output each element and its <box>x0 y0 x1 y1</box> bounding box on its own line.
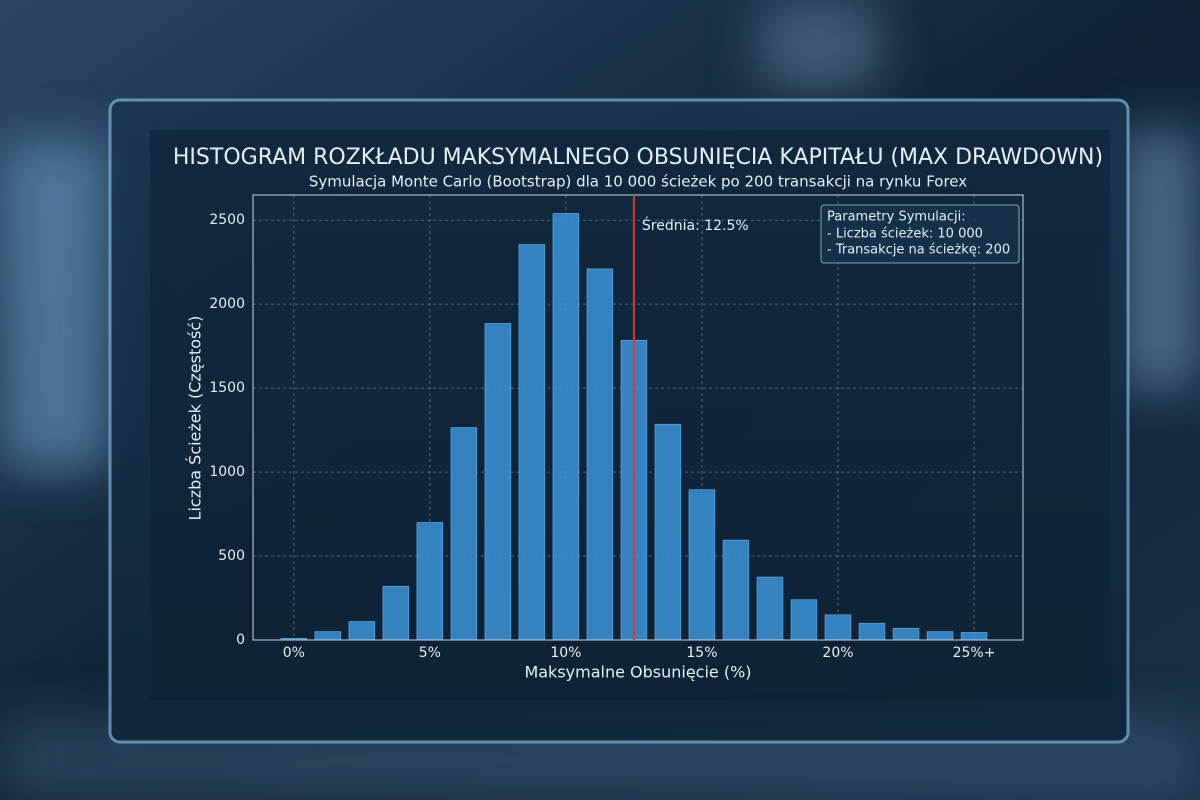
plot-frame <box>252 194 1024 641</box>
bar <box>348 621 376 641</box>
y-tick-label: 2000 <box>209 296 245 312</box>
bar <box>960 632 988 641</box>
bar <box>518 244 546 641</box>
text-box <box>820 204 1020 264</box>
text-box-line: - Liczba ścieżek: 10 000 <box>827 227 983 242</box>
y-tick-label: 0 <box>236 632 245 648</box>
bar <box>416 522 444 641</box>
x-tick-label: 10% <box>550 645 581 661</box>
x-tick-label: 25%+ <box>953 645 996 661</box>
x-tick-label: 5% <box>419 645 441 661</box>
y-tick-label: 2500 <box>209 212 245 228</box>
text-box-line: - Transakcje na ścieżkę: 200 <box>827 243 1010 258</box>
y-tick-label: 1500 <box>209 380 245 396</box>
bar <box>756 576 784 641</box>
y-axis-label: Liczba Ścieżek (Częstość) <box>186 316 205 521</box>
bar <box>314 631 342 641</box>
bar <box>484 323 512 641</box>
y-tick-label: 500 <box>218 548 245 564</box>
y-tick-label: 1000 <box>209 464 245 480</box>
bar <box>688 489 716 641</box>
chart-title: HISTOGRAM ROZKŁADU MAKSYMALNEGO OBSUNIĘC… <box>173 145 1103 170</box>
x-tick-label: 0% <box>283 645 305 661</box>
chart-subtitle: Symulacja Monte Carlo (Bootstrap) dla 10… <box>309 173 967 191</box>
bar <box>450 427 478 641</box>
text-box-title: Parametry Symulacji: <box>827 210 966 225</box>
bar <box>790 599 818 641</box>
bar <box>892 627 920 641</box>
x-tick-label: 20% <box>822 645 853 661</box>
bar <box>926 631 954 641</box>
bar <box>722 539 750 641</box>
x-axis-label: Maksymalne Obsunięcie (%) <box>524 663 751 682</box>
bar <box>586 268 614 641</box>
bar <box>858 622 886 641</box>
bar <box>824 614 852 641</box>
bar <box>382 585 410 641</box>
bar <box>552 213 580 641</box>
mean-label: Średnia: 12.5% <box>642 216 749 234</box>
bar <box>654 423 682 641</box>
x-tick-label: 15% <box>686 645 717 661</box>
